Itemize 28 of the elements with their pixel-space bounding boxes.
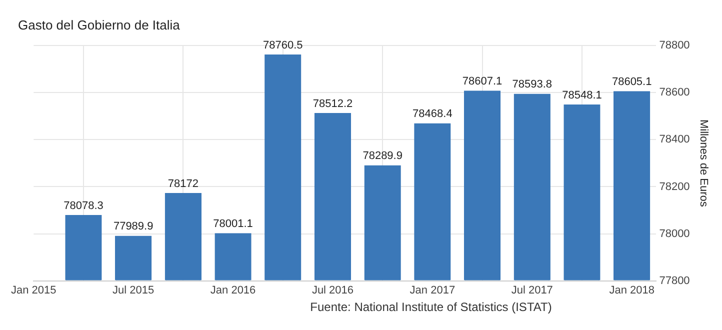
data-label: 78548.1 <box>562 89 602 102</box>
x-tick-label: Jul 2015 <box>112 284 154 296</box>
y-axis-title: Millones de Euros <box>697 119 710 208</box>
y-tick-label: 78200 <box>659 180 690 193</box>
y-tick-label: 78800 <box>659 40 690 52</box>
data-label: 78607.1 <box>462 76 502 88</box>
data-label: 78289.9 <box>362 150 402 162</box>
data-label: 77989.9 <box>113 220 154 233</box>
data-label: 78512.2 <box>312 98 353 110</box>
x-tick-label: Jan 2015 <box>11 284 56 296</box>
data-label: 78078.3 <box>64 200 104 212</box>
x-tick-label: Jan 2018 <box>609 284 654 296</box>
chart-title: Gasto del Gobierno de Italia <box>18 17 181 32</box>
data-label: 78760.5 <box>263 39 303 52</box>
x-tick-label: Jul 2017 <box>511 284 553 296</box>
data-label: 78001.1 <box>213 218 253 230</box>
x-tick-label: Jan 2017 <box>410 284 456 296</box>
source-note: Fuente: National Institute of Statistics (ISTAT) <box>309 300 553 314</box>
data-label: 78172 <box>168 178 198 190</box>
y-tick-label: 77800 <box>659 274 690 287</box>
data-label: 78468.4 <box>412 108 452 120</box>
y-tick-label: 78600 <box>659 86 690 99</box>
data-label: 78593.8 <box>512 78 552 91</box>
x-tick-label: Jan 2016 <box>210 284 256 296</box>
y-tick-label: 78000 <box>659 228 690 240</box>
x-tick-label: Jul 2016 <box>312 284 354 296</box>
y-tick-label: 78400 <box>659 134 690 146</box>
data-label: 78605.1 <box>612 76 652 88</box>
